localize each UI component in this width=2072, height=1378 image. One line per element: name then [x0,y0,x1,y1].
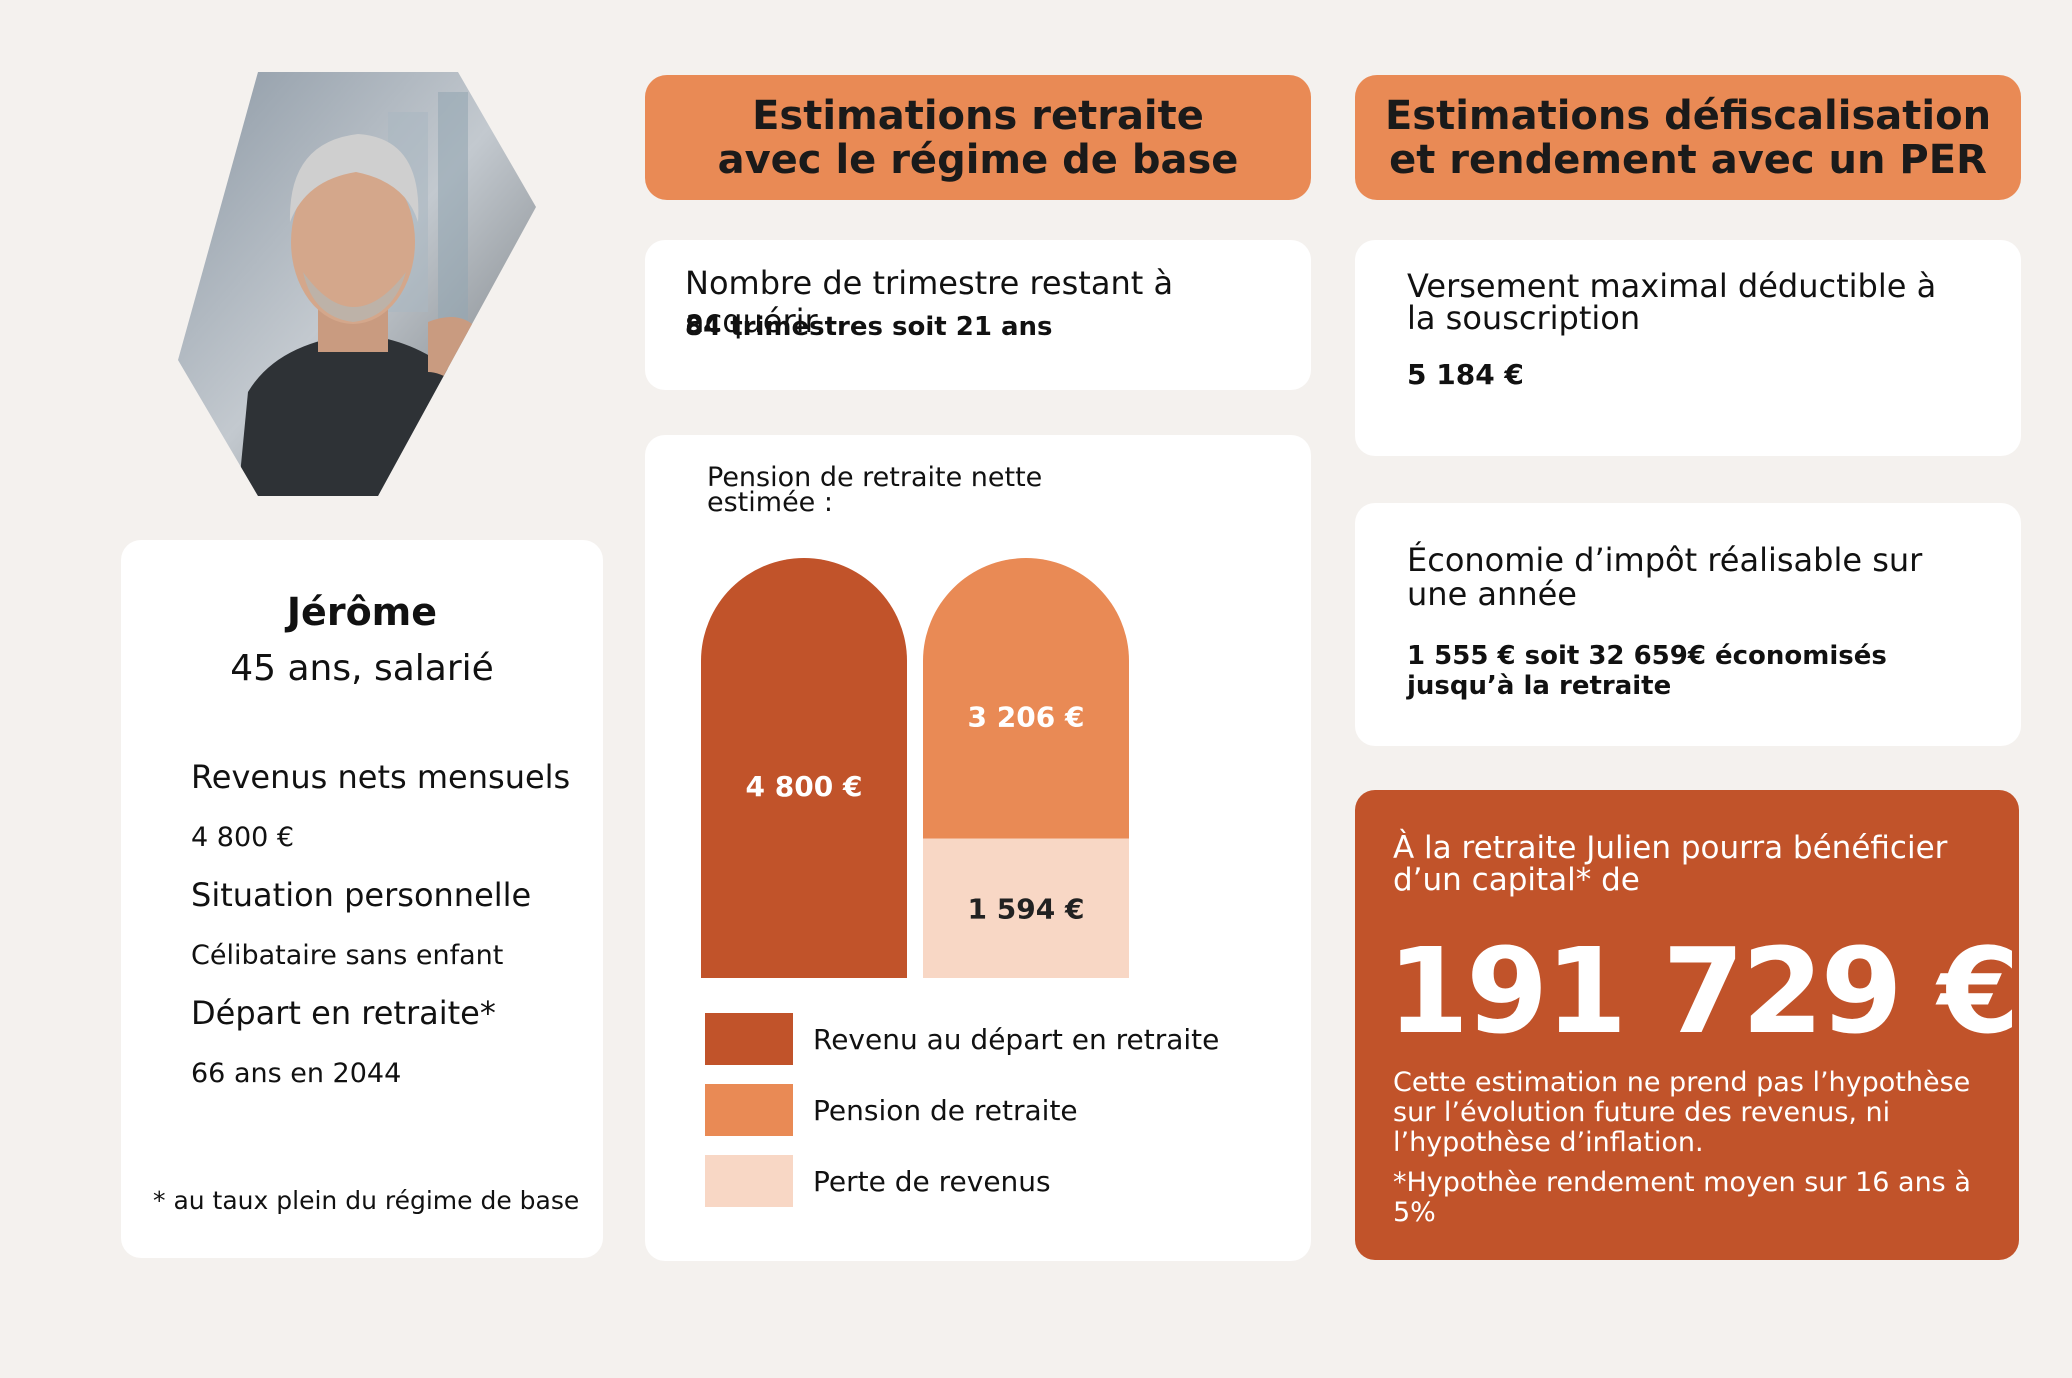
portrait-photo [178,72,536,496]
bar-segment [701,558,907,978]
bar-value-label: 4 800 € [746,770,863,803]
legend-label: Pension de retraite [813,1094,1078,1127]
pension-chart-card: Pension de retraite nette estimée : 4 80… [645,435,1311,1261]
chart-title: Pension de retraite nette estimée : [707,462,1043,518]
capital-hypothesis: *Hypothèe rendement moyen sur 16 ans à 5… [1393,1167,1971,1228]
profile-card: Jérôme 45 ans, salarié Revenus nets mens… [121,540,603,1258]
per-header: Estimations défiscalisation et rendement… [1355,75,2021,200]
per-header-line1: Estimations défiscalisation [1384,92,1992,139]
deductible-title: Versement maximal déductible à la souscr… [1407,267,1937,337]
tax-saving-title: Économie d’impôt réalisable sur une anné… [1407,541,1923,613]
retirement-value: 66 ans en 2044 [191,1058,402,1089]
capital-amount: 191 729 € [1387,922,2020,1060]
tax-saving-value: 1 555 € soit 32 659€ économisés jusqu’à … [1407,641,1887,701]
capital-card: À la retraite Julien pourra bénéficier d… [1355,790,2020,1260]
quarters-title: Nombre de trimestre restant à acquérir [685,264,1174,340]
profile-subtitle: 45 ans, salarié [230,648,494,689]
capital-intro: À la retraite Julien pourra bénéficier d… [1393,830,1948,898]
quarters-value: 84 trimestres soit 21 ans [685,312,1053,342]
base-regime-header: Estimations retraite avec le régime de b… [645,75,1311,200]
per-header-line2: et rendement avec un PER [1389,136,1987,183]
legend-swatch [705,1013,793,1065]
capital-disclaimer: Cette estimation ne prend pas l’hypothès… [1393,1067,1971,1158]
base-regime-header-line2: avec le régime de base [717,136,1239,183]
bar-segment [923,558,1129,839]
profile-footnote: * au taux plein du régime de base [153,1186,580,1215]
bar-segment [923,838,1129,978]
legend-swatch [705,1084,793,1136]
pension-chart: 4 800 € 1 594 € 3 206 € Revenu au départ en… [701,558,1219,1207]
bar-value-label: 1 594 € [968,892,1085,925]
legend-swatch [705,1155,793,1207]
situation-label: Situation personnelle [191,876,532,914]
income-value: 4 800 € [191,822,295,853]
base-regime-header-line1: Estimations retraite [752,92,1204,139]
tax-saving-card: Économie d’impôt réalisable sur une anné… [1355,503,2021,746]
income-label: Revenus nets mensuels [191,758,571,796]
legend-label: Revenu au départ en retraite [813,1023,1219,1056]
bar-value-label: 3 206 € [968,700,1085,733]
situation-value: Célibataire sans enfant [191,940,504,971]
legend-label: Perte de revenus [813,1165,1051,1198]
quarters-card: Nombre de trimestre restant à acquérir 8… [645,240,1311,390]
deductible-value: 5 184 € [1407,358,1524,391]
profile-name: Jérôme [286,590,438,634]
retirement-label: Départ en retraite* [191,994,496,1032]
deductible-card: Versement maximal déductible à la souscr… [1355,240,2021,456]
